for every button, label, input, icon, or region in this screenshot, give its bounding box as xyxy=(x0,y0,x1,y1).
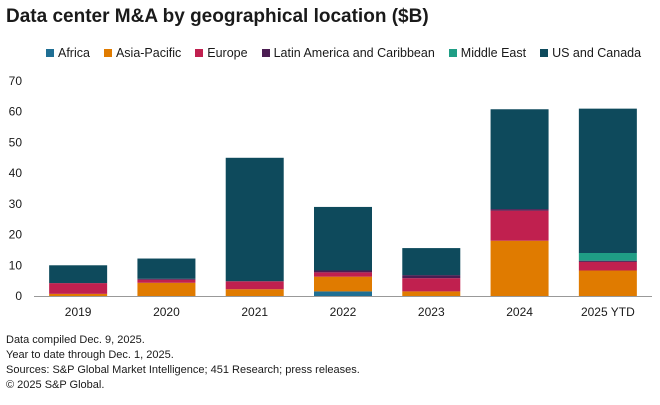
note-compiled: Data compiled Dec. 9, 2025. xyxy=(6,334,145,346)
legend-swatch xyxy=(540,49,549,57)
chart-title: Data center M&A by geographical location… xyxy=(6,6,429,27)
legend-label: Middle East xyxy=(460,46,527,60)
bar-segment-us-and-canada-2024 xyxy=(490,109,549,210)
bar-segment-africa-2022 xyxy=(314,291,372,296)
y-tick-label: 0 xyxy=(15,289,22,303)
chart-notes: Data compiled Dec. 9, 2025. Year to date… xyxy=(6,333,360,393)
x-tick-label: 2023 xyxy=(418,305,445,319)
note-ytd: Year to date through Dec. 1, 2025. xyxy=(6,349,174,361)
legend-label: Latin America and Caribbean xyxy=(273,46,435,60)
y-tick-label: 70 xyxy=(9,74,23,88)
legend-label: Europe xyxy=(207,46,248,60)
legend-label: US and Canada xyxy=(552,46,642,60)
bar-segment-us-and-canada-2022 xyxy=(314,206,372,271)
legend-swatch xyxy=(195,49,204,57)
bar-segment-latin-america-and-caribbean-2020 xyxy=(137,278,196,280)
legend-label: Africa xyxy=(58,46,90,60)
bar-segment-asia-pacific-2022 xyxy=(314,276,372,292)
x-tick-label: 2024 xyxy=(506,305,533,319)
x-tick-label: 2025 YTD xyxy=(581,305,635,319)
bar-segment-us-and-canada-2021 xyxy=(225,157,284,282)
y-tick-label: 30 xyxy=(9,197,23,211)
legend-item-us-and-canada: US and Canada xyxy=(540,46,641,60)
legend-item-europe: Europe xyxy=(195,46,248,60)
bar-segment-europe-2019 xyxy=(49,283,108,294)
bar-segment-asia-pacific-2023 xyxy=(402,291,461,296)
y-tick-label: 10 xyxy=(9,258,23,272)
bar-segment-asia-pacific-2019 xyxy=(49,293,108,296)
stacked-bar-chart: 0 10 20 30 40 50 60 70 2019 2020 2021 2022 2023 2024 2… xyxy=(9,74,652,319)
bar-segment-middle-east-2025-ytd xyxy=(578,253,637,261)
bar-segment-latin-america-and-caribbean-2023 xyxy=(402,275,461,279)
chart-legend: Africa Asia-Pacific Europe Latin America an… xyxy=(46,46,641,60)
bar-segment-europe-2021 xyxy=(225,281,284,290)
bar-segment-asia-pacific-2024 xyxy=(490,240,549,296)
bar-segment-europe-2022 xyxy=(314,272,372,277)
legend-item-latin-america-and-caribbean: Latin America and Caribbean xyxy=(261,46,435,60)
bar-segment-asia-pacific-2020 xyxy=(137,282,196,296)
bar-segment-asia-pacific-2025-ytd xyxy=(578,270,637,296)
x-tick-label: 2021 xyxy=(241,305,268,319)
bar-segment-us-and-canada-2019 xyxy=(49,265,108,284)
legend-item-africa: Africa xyxy=(46,46,90,60)
y-tick-label: 40 xyxy=(9,166,23,180)
legend-swatch xyxy=(103,49,112,57)
bar-segment-latin-america-and-caribbean-2022 xyxy=(314,270,372,273)
bar-segment-europe-2024 xyxy=(490,210,549,241)
bar-segment-asia-pacific-2021 xyxy=(225,289,284,296)
legend-swatch xyxy=(46,49,54,57)
y-tick-label: 50 xyxy=(9,135,23,149)
legend-item-middle-east: Middle East xyxy=(448,46,527,60)
legend-label: Asia-Pacific xyxy=(115,46,182,60)
x-tick-label: 2019 xyxy=(65,305,92,319)
bar-segment-europe-2025-ytd xyxy=(578,261,637,271)
bar-segment-europe-2020 xyxy=(137,279,196,283)
bar-segment-latin-america-and-caribbean-2024 xyxy=(490,209,549,211)
legend-swatch xyxy=(261,49,270,57)
note-copyright: © 2025 S&P Global. xyxy=(6,379,105,391)
y-tick-label: 60 xyxy=(9,105,23,119)
y-tick-label: 20 xyxy=(9,228,23,242)
bar-segment-us-and-canada-2023 xyxy=(402,248,461,276)
x-tick-label: 2022 xyxy=(330,305,357,319)
legend-item-asia-pacific: Asia-Pacific xyxy=(103,46,182,60)
bar-segment-us-and-canada-2025-ytd xyxy=(578,108,637,254)
bar-segment-latin-america-and-caribbean-2025-ytd xyxy=(578,260,637,262)
legend-swatch xyxy=(448,49,457,57)
bar-segment-us-and-canada-2020 xyxy=(137,258,196,279)
note-sources: Sources: S&P Global Market Intelligence;… xyxy=(6,364,360,376)
bar-segment-europe-2023 xyxy=(402,278,461,292)
x-tick-label: 2020 xyxy=(153,305,180,319)
